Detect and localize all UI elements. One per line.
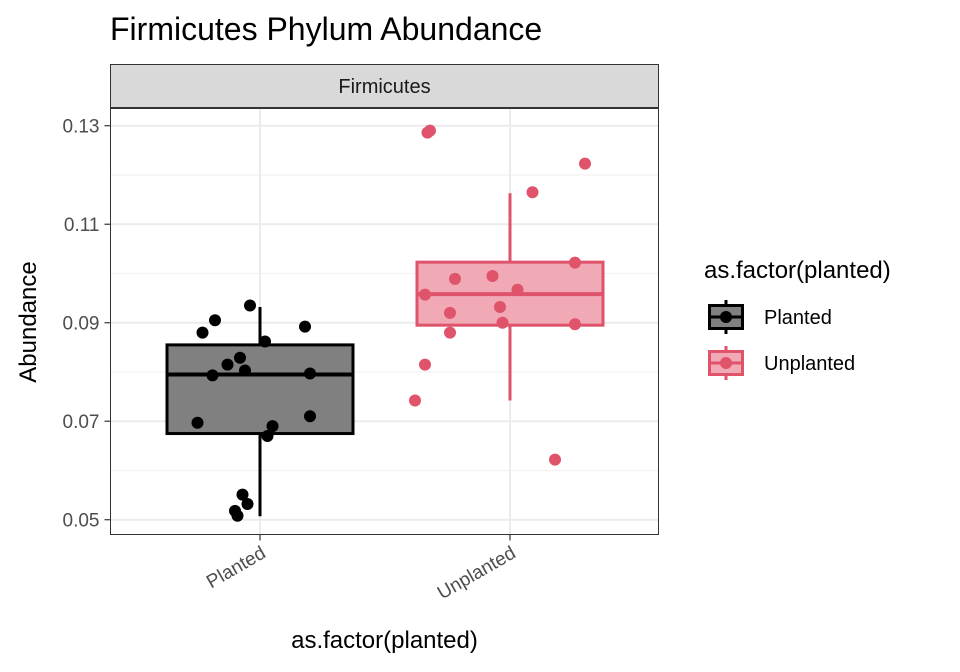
y-axis: 0.05 0.07 0.09 0.11 0.13 [63,117,111,532]
y-tick-label: 0.11 [64,215,100,236]
data-point [526,186,539,199]
data-point [444,306,456,319]
y-axis-title: Abundance [15,261,42,382]
data-point [241,497,254,510]
data-point [299,320,311,333]
data-point [304,410,316,423]
data-point [579,157,591,170]
data-point [261,430,274,443]
data-point [259,335,271,348]
data-point [304,367,316,380]
x-axis-title: as.factor(planted) [291,627,478,654]
y-tick-label: 0.09 [63,314,100,335]
boxplots [165,193,605,517]
data-point [206,369,219,382]
chart-title: Firmicutes Phylum Abundance [110,11,542,47]
data-point [496,316,509,329]
data-point [231,509,244,522]
data-point [419,288,431,301]
legend-key-point [720,357,732,369]
data-point [209,314,221,327]
data-point [221,358,234,371]
x-tick-label: Unplanted [434,543,520,604]
data-point [444,326,456,339]
data-point [424,124,436,137]
data-point [266,420,279,433]
facet-strip-label: Firmicutes [338,76,430,98]
y-tick-label: 0.07 [63,412,100,433]
legend-title: as.factor(planted) [704,257,891,284]
data-point [494,300,506,313]
data-point [449,272,461,285]
data-point [236,488,249,501]
data-point [191,416,204,429]
data-point [419,358,431,371]
data-point [549,453,561,466]
legend-key-point [720,311,732,323]
data-point [511,283,524,296]
legend-label: Unplanted [764,353,855,375]
panel-border [110,108,659,535]
data-point [486,269,499,282]
y-tick-label: 0.13 [63,117,100,138]
legend: as.factor(planted) Planted Unplanted [704,257,891,380]
data-point [234,351,246,364]
data-point [244,299,256,312]
jittered-points [191,124,591,522]
x-axis: Planted Unplanted [203,534,520,604]
y-tick-label: 0.05 [63,511,100,532]
data-point [196,326,209,339]
x-tick-label: Planted [203,543,269,593]
data-point [569,318,581,331]
legend-label: Planted [764,307,832,329]
data-point [569,256,581,269]
data-point [409,394,421,407]
data-point [239,364,251,377]
facet-strip [110,64,659,108]
